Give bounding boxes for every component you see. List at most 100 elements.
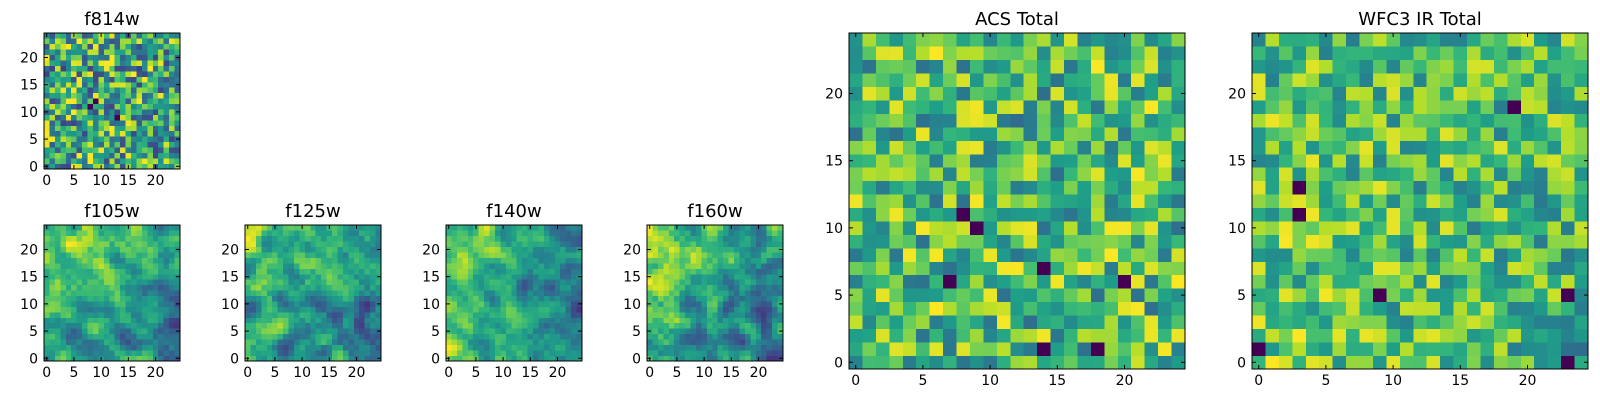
heatmap-cell [163, 273, 170, 280]
heatmap-cell [141, 339, 148, 345]
heatmap-cell [761, 333, 767, 340]
heatmap-cell [125, 344, 132, 351]
heatmap-cell [755, 268, 762, 275]
panel-title: f105w [84, 201, 139, 222]
heatmap-cell [71, 252, 77, 258]
heatmap-cell [141, 125, 148, 132]
heatmap-cell [65, 246, 72, 253]
heatmap-cell [109, 301, 116, 307]
heatmap-cell [103, 54, 110, 61]
x-tick-label: 10 [981, 373, 999, 389]
heatmap-cell [576, 312, 583, 318]
heatmap-cell [353, 306, 360, 313]
heatmap-cell [174, 38, 181, 45]
heatmap-cell [549, 328, 556, 335]
heatmap-cell [916, 288, 930, 303]
heatmap-cell [1117, 86, 1132, 101]
heatmap-cell [695, 306, 702, 313]
heatmap-cell [131, 350, 137, 356]
heatmap-cell [527, 350, 534, 356]
heatmap-cell [983, 328, 998, 343]
heatmap-cell [902, 113, 917, 128]
heatmap-cell [723, 284, 729, 291]
heatmap-cell [1171, 59, 1186, 74]
heatmap-cell [916, 207, 930, 222]
heatmap-cell [862, 328, 877, 343]
heatmap-cell [1023, 315, 1038, 329]
heatmap-cell [82, 114, 88, 121]
heatmap-cell [163, 109, 170, 115]
heatmap-cell [293, 268, 300, 275]
heatmap-cell [1117, 46, 1132, 61]
heatmap-cell [158, 65, 164, 72]
heatmap-cell [916, 234, 930, 249]
heatmap-cell [125, 60, 132, 66]
heatmap-cell [996, 113, 1011, 128]
heatmap-cell [862, 274, 877, 289]
heatmap-cell [533, 333, 539, 340]
heatmap-cell [103, 355, 110, 362]
heatmap-cell [71, 306, 77, 313]
heatmap-cell [1104, 261, 1119, 276]
heatmap-cell [766, 230, 773, 237]
heatmap-cell [849, 153, 863, 168]
heatmap-cell [364, 306, 371, 313]
heatmap-cell [1010, 355, 1025, 370]
heatmap-cell [505, 355, 512, 362]
heatmap-cell [734, 306, 740, 313]
heatmap-cell [1144, 315, 1159, 329]
heatmap-cell [538, 322, 545, 329]
heatmap-cell [304, 279, 311, 286]
heatmap-cell [125, 81, 132, 88]
heatmap-cell [1399, 140, 1414, 155]
heatmap-cell [1265, 153, 1280, 168]
heatmap-cell [92, 81, 99, 88]
heatmap-cell [668, 306, 675, 313]
heatmap-cell [44, 152, 50, 159]
heatmap-cell [533, 252, 539, 258]
heatmap-cell [462, 350, 469, 356]
heatmap-cell [750, 350, 757, 356]
heatmap-cell [969, 301, 984, 316]
x-tick-label: 10 [494, 365, 512, 381]
heatmap-cell [1319, 355, 1333, 370]
heatmap-cell [299, 263, 306, 269]
heatmap-cell [54, 339, 61, 345]
heatmap-cell [109, 312, 116, 318]
heatmap-cell [49, 284, 56, 291]
heatmap-cell [337, 257, 344, 264]
heatmap-cell [766, 279, 773, 286]
heatmap-cell [1037, 221, 1051, 235]
heatmap-cell [147, 306, 154, 313]
heatmap-cell [467, 306, 474, 313]
heatmap-cell [467, 252, 474, 258]
heatmap-cell [1077, 100, 1092, 114]
heatmap-cell [1413, 301, 1428, 316]
heatmap-cell [761, 312, 767, 318]
y-tick-label: 20 [221, 242, 239, 258]
heatmap-cell [1278, 100, 1293, 114]
heatmap-cell [1440, 127, 1454, 141]
heatmap-cell [1158, 140, 1172, 155]
heatmap-cell [49, 355, 56, 362]
heatmap-cell [250, 279, 257, 286]
heatmap-cell [65, 114, 72, 121]
heatmap-cell [348, 252, 355, 258]
heatmap-cell [554, 312, 561, 318]
heatmap-cell [310, 246, 317, 253]
heatmap-cell [522, 306, 528, 313]
heatmap-cell [71, 284, 77, 291]
heatmap-cell [522, 339, 528, 345]
heatmap-cell [152, 141, 159, 148]
heatmap-cell [484, 322, 490, 329]
heatmap-cell [1467, 73, 1481, 88]
heatmap-cell [494, 279, 501, 286]
heatmap-cell [109, 98, 116, 105]
heatmap-cell [560, 339, 566, 345]
heatmap-cell [478, 312, 485, 318]
heatmap-cell [136, 241, 143, 248]
heatmap-cell [446, 268, 452, 275]
heatmap-cell [755, 312, 762, 318]
heatmap-cell [332, 279, 338, 286]
heatmap-cell [1547, 127, 1562, 141]
